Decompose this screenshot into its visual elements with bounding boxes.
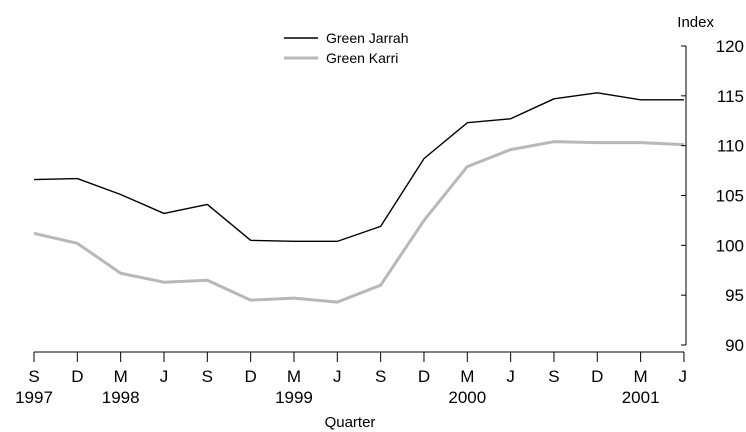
x-tick-label: D [591,367,603,386]
x-tick-label: S [548,367,559,386]
legend: Green Jarrah Green Karri [284,30,408,66]
y-tick-label: 100 [716,236,744,255]
x-tick-label: M [634,367,648,386]
x-year-label: 1999 [275,388,313,407]
legend-label: Green Jarrah [326,30,408,46]
x-tick-label: D [418,367,430,386]
series-layer [33,92,685,304]
y-tick-label: 90 [725,336,744,355]
x-tick-label: D [245,367,257,386]
y-tick-label: 110 [717,137,744,156]
x-tick-label: M [287,367,301,386]
x-axis-title: Quarter [325,414,376,431]
x-tick-label: M [114,367,128,386]
x-tick-label: D [71,367,83,386]
x-tick-label: J [333,367,342,386]
x-axis: S D M J S D M J S D M J S D M J 1997 1998 1999 2000 2001 Qu… [15,351,687,431]
x-tick-label: J [678,367,687,386]
x-year-label: 2001 [622,388,660,407]
x-tick-label: S [28,367,39,386]
x-tick-label: S [202,367,213,386]
series-line-1 [33,92,684,243]
legend-label: Green Karri [326,50,398,66]
x-tick-label: S [375,367,386,386]
x-tick-label: J [160,367,169,386]
x-year-label: 1998 [102,388,140,407]
y-axis: Index 90 95 100 105 110 115 120 [677,14,744,355]
x-year-label: 1997 [15,388,53,407]
y-ticks: 90 95 100 105 110 115 120 [681,37,744,355]
y-tick-label: 115 [717,87,744,106]
y-tick-label: 105 [716,187,744,206]
x-tick-label: M [460,367,474,386]
series-line-2 [33,140,685,304]
x-year-label: 2000 [448,388,486,407]
y-tick-label: 95 [725,286,744,305]
x-tick-label: J [506,367,515,386]
y-axis-title: Index [677,14,714,31]
x-year-labels: 1997 1998 1999 2000 2001 [15,388,659,407]
plot-area [33,92,685,304]
y-tick-label: 120 [716,37,744,56]
